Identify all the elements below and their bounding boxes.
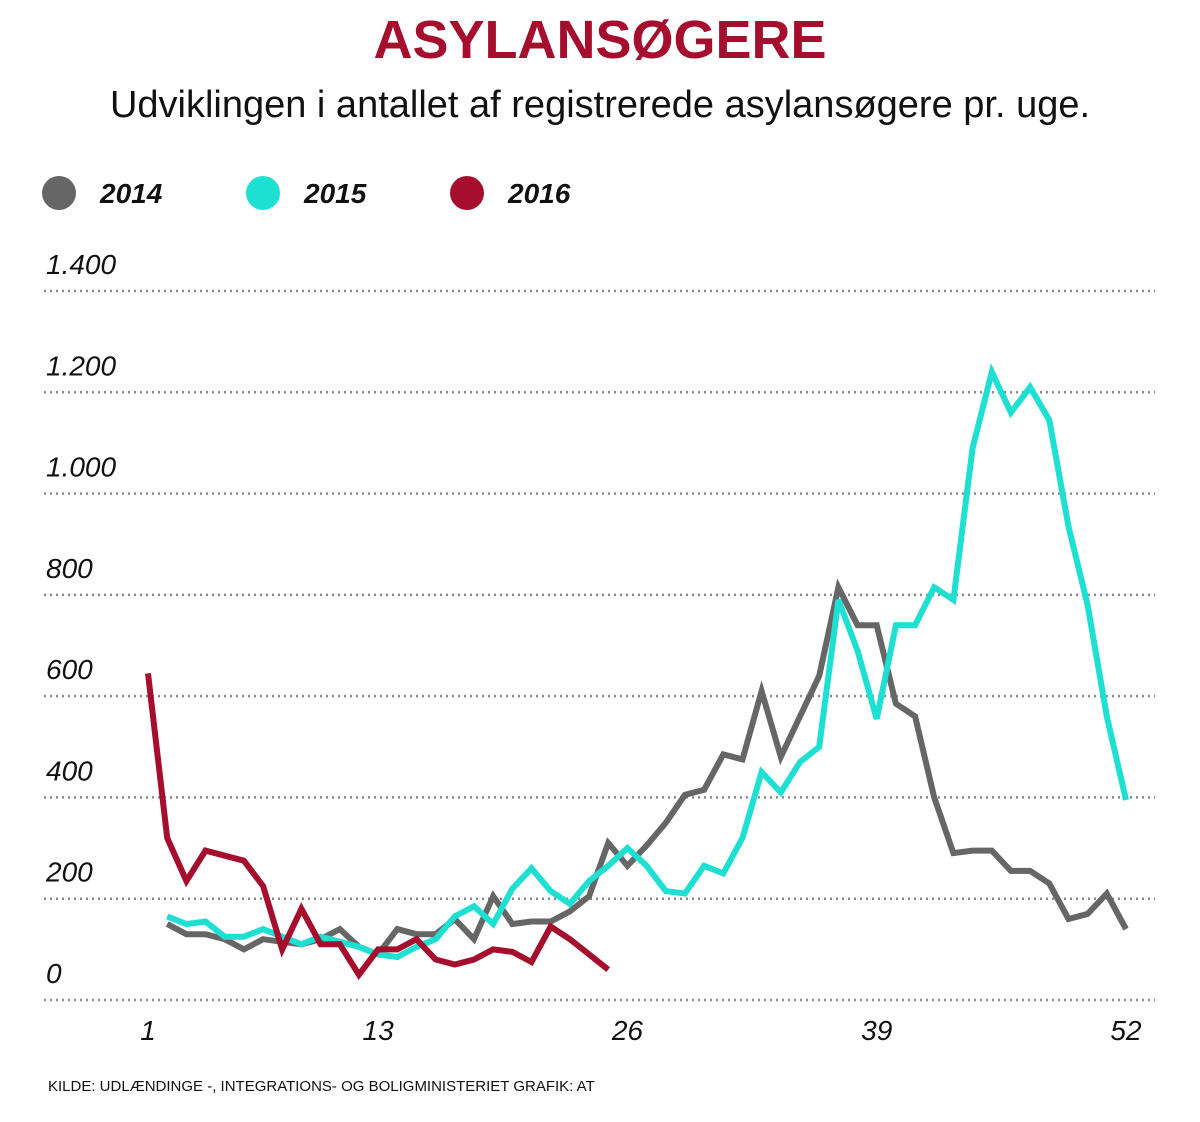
y-tick-label: 200 xyxy=(45,857,93,888)
source-note: KILDE: UDLÆNDINGE -, INTEGRATIONS- OG BO… xyxy=(48,1078,595,1095)
chart-title: ASYLANSØGERE xyxy=(373,10,827,70)
legend-label-2016: 2016 xyxy=(508,178,571,209)
x-tick-label: 13 xyxy=(363,1015,395,1046)
x-tick-label: 39 xyxy=(861,1015,892,1046)
y-tick-label: 1.200 xyxy=(46,350,116,381)
x-tick-label: 26 xyxy=(611,1015,644,1046)
series-line-2016 xyxy=(145,673,611,980)
series-line-2014 xyxy=(165,578,1129,959)
y-tick-label: 0 xyxy=(46,958,62,989)
legend-label-2015: 2015 xyxy=(304,178,367,209)
x-axis-ticks: 1 13 26 39 52 xyxy=(140,1015,1142,1046)
y-tick-label: 800 xyxy=(46,553,93,584)
y-axis-ticks: 0 200 400 600 800 1.000 1.200 1.400 xyxy=(45,249,116,989)
y-tick-label: 400 xyxy=(46,755,93,786)
series-line-2015 xyxy=(166,363,1129,961)
y-tick-label: 1.000 xyxy=(46,452,116,483)
x-tick-label: 1 xyxy=(140,1015,156,1046)
legend-dot-2015 xyxy=(246,176,280,210)
chart-subtitle: Udviklingen i antallet af registrerede a… xyxy=(109,84,1091,126)
legend-label-2014: 2014 xyxy=(100,178,163,209)
series-lines xyxy=(145,363,1129,980)
legend-dot-2016 xyxy=(450,176,484,210)
legend-dot-2014 xyxy=(42,176,76,210)
y-tick-label: 1.400 xyxy=(46,249,116,280)
x-tick-label: 52 xyxy=(1110,1015,1142,1046)
y-tick-label: 600 xyxy=(46,654,93,685)
